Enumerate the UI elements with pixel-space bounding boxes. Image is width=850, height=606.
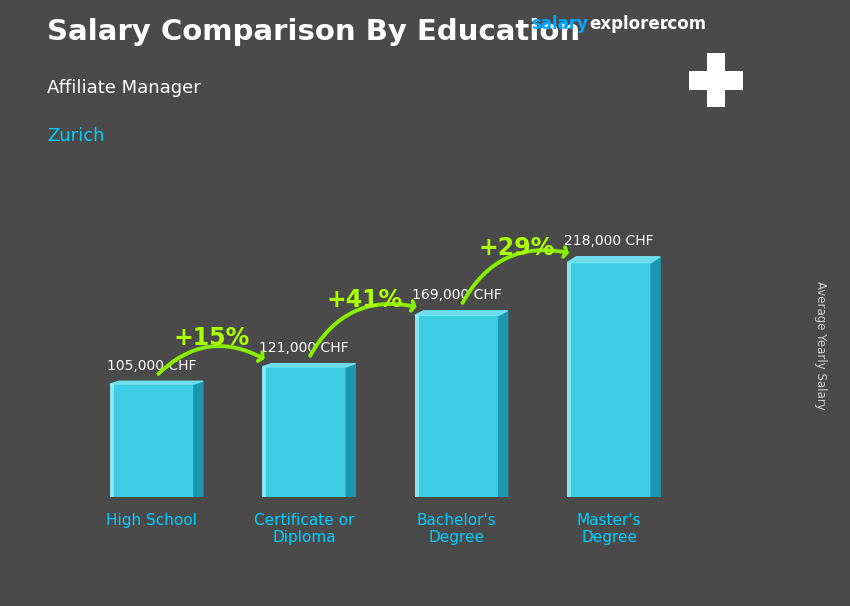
- Text: +41%: +41%: [326, 288, 402, 312]
- Text: Average Yearly Salary: Average Yearly Salary: [813, 281, 827, 410]
- Polygon shape: [194, 381, 203, 497]
- Bar: [263, 367, 346, 497]
- Bar: [263, 367, 266, 497]
- Text: High School: High School: [106, 513, 197, 528]
- Text: Zurich: Zurich: [47, 127, 105, 145]
- Polygon shape: [346, 364, 355, 497]
- Bar: [415, 315, 418, 497]
- Text: 105,000 CHF: 105,000 CHF: [107, 359, 196, 373]
- Polygon shape: [499, 311, 507, 497]
- Bar: [110, 384, 114, 497]
- Bar: [567, 262, 651, 497]
- Bar: [567, 262, 571, 497]
- Text: 121,000 CHF: 121,000 CHF: [259, 341, 349, 355]
- Text: Affiliate Manager: Affiliate Manager: [47, 79, 201, 97]
- Text: Certificate or
Diploma: Certificate or Diploma: [254, 513, 354, 545]
- Text: .com: .com: [661, 15, 706, 33]
- Bar: [689, 71, 743, 90]
- Text: 169,000 CHF: 169,000 CHF: [411, 288, 501, 302]
- Bar: [415, 315, 499, 497]
- Text: +15%: +15%: [173, 326, 250, 350]
- Text: Salary Comparison By Education: Salary Comparison By Education: [47, 18, 580, 46]
- Text: explorer: explorer: [589, 15, 668, 33]
- Text: salary: salary: [531, 15, 588, 33]
- Polygon shape: [651, 257, 660, 497]
- Bar: [707, 53, 725, 107]
- Polygon shape: [567, 257, 660, 262]
- Bar: [110, 384, 194, 497]
- Text: 218,000 CHF: 218,000 CHF: [564, 234, 654, 248]
- Text: Master's
Degree: Master's Degree: [577, 513, 642, 545]
- Polygon shape: [415, 311, 507, 315]
- Text: +29%: +29%: [479, 236, 554, 260]
- Polygon shape: [263, 364, 355, 367]
- Polygon shape: [110, 381, 203, 384]
- Text: Bachelor's
Degree: Bachelor's Degree: [416, 513, 496, 545]
